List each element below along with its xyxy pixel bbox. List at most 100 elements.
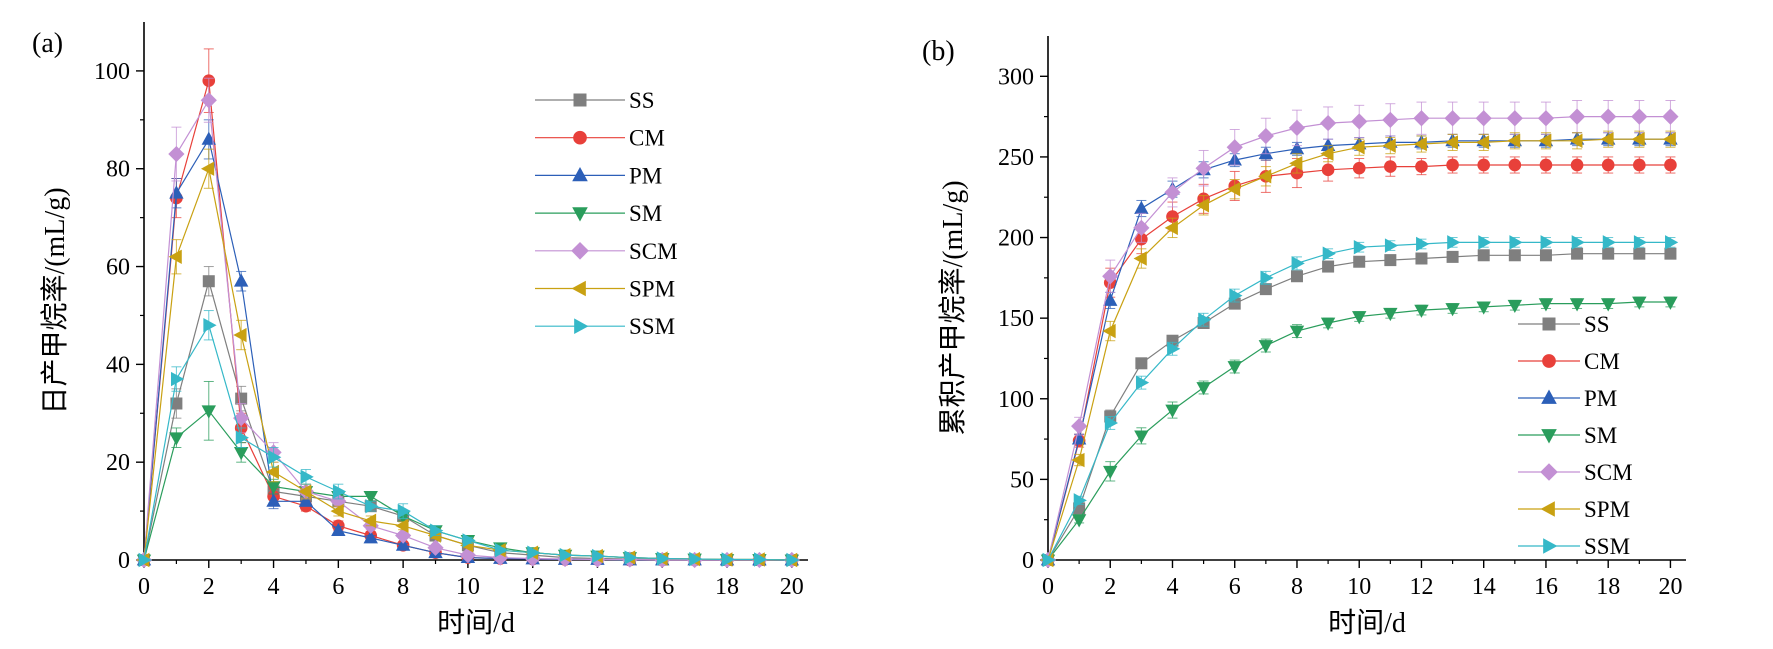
data-point [203, 318, 217, 333]
data-point [1319, 114, 1337, 132]
data-point [300, 469, 314, 485]
legend-item: SPM [535, 277, 675, 302]
data-point [1198, 312, 1212, 327]
data-point [138, 552, 152, 568]
data-point [1227, 361, 1242, 375]
data-point [1665, 235, 1679, 250]
data-point [1103, 465, 1118, 480]
legend-item: SS [1518, 312, 1610, 337]
x-tick-label: 12 [521, 574, 545, 600]
data-point [1571, 235, 1585, 250]
data-point [1509, 235, 1523, 250]
data-point [1322, 246, 1336, 261]
data-point [1446, 250, 1459, 263]
data-point [168, 145, 185, 163]
x-tick-label: 14 [585, 574, 609, 600]
data-point [1135, 375, 1150, 390]
y-tick-label: 60 [106, 255, 130, 281]
data-point [170, 371, 185, 387]
data-point [1353, 255, 1366, 268]
data-point [1135, 357, 1148, 370]
data-point [1322, 260, 1335, 273]
legend-marker [1540, 501, 1555, 517]
data-point [1258, 340, 1274, 354]
legend-item: SCM [1518, 460, 1633, 485]
y-tick-label: 300 [998, 64, 1034, 90]
data-point [1444, 110, 1461, 127]
data-point [1475, 135, 1490, 150]
data-point [298, 493, 314, 507]
data-point [1167, 341, 1181, 356]
data-point [1664, 247, 1677, 260]
data-point [1477, 249, 1490, 262]
x-tick-label: 20 [780, 574, 804, 600]
data-point [1071, 452, 1085, 468]
data-point [1476, 301, 1491, 315]
x-axis-label: 时间/d [1328, 607, 1406, 639]
legend-label: CM [629, 126, 665, 151]
data-point [1289, 325, 1305, 339]
panel-label: (a) [32, 28, 63, 59]
data-point [363, 491, 378, 505]
legend-label: CM [1584, 349, 1620, 374]
data-point [1133, 251, 1147, 266]
data-point [1165, 404, 1180, 418]
legend-marker [572, 166, 588, 182]
data-point [1289, 141, 1305, 155]
data-point [235, 392, 248, 405]
data-point [202, 275, 215, 288]
data-point [395, 518, 409, 533]
data-point [169, 432, 184, 446]
data-point [1506, 110, 1523, 127]
legend: SS CM PM SM SCM SPM SSM [1518, 312, 1633, 559]
data-point [1475, 110, 1492, 127]
data-point [1073, 493, 1087, 508]
legend-item: CM [535, 126, 665, 151]
data-point [266, 481, 281, 495]
data-point [1570, 158, 1584, 172]
data-point [1569, 298, 1585, 312]
data-point [1382, 138, 1396, 153]
data-point [1600, 131, 1614, 147]
data-point [656, 551, 671, 566]
data-point [1477, 158, 1491, 172]
data-point [1195, 198, 1210, 213]
data-point [1071, 418, 1088, 435]
x-tick-label: 20 [1658, 574, 1682, 600]
y-tick-label: 250 [998, 145, 1034, 171]
data-point [1291, 256, 1305, 271]
data-point [1166, 210, 1179, 223]
y-tick-label: 150 [998, 306, 1034, 332]
data-point [1102, 323, 1116, 339]
x-axis-label: 时间/d [437, 607, 515, 639]
data-point [268, 450, 282, 465]
y-tick-label: 100 [998, 387, 1034, 413]
legend-marker [1541, 429, 1557, 444]
data-point [1662, 131, 1676, 147]
data-point [1508, 249, 1521, 262]
data-point [1071, 514, 1087, 528]
data-point [1413, 110, 1430, 127]
data-point [1351, 113, 1368, 130]
data-point [1413, 136, 1427, 152]
legend-label: SSM [629, 314, 675, 339]
legend-item: SSM [1518, 534, 1630, 559]
data-point [1633, 235, 1648, 250]
data-point [1601, 158, 1615, 172]
data-point [494, 543, 509, 558]
data-point [1633, 158, 1646, 172]
legend-marker [573, 93, 587, 107]
legend: SS CM PM SM SCM SPM SSM [535, 88, 678, 339]
data-point [1384, 238, 1399, 253]
y-tick-label: 0 [1022, 548, 1034, 574]
data-point [1664, 158, 1677, 172]
y-axis-label: 累积产甲烷率/(mL/g) [937, 180, 969, 435]
data-point [1164, 184, 1181, 201]
data-point [1320, 317, 1336, 331]
data-point [1633, 247, 1646, 260]
data-point [1195, 160, 1212, 177]
legend-label: SS [1584, 312, 1610, 337]
x-tick-label: 2 [1104, 574, 1116, 600]
data-point [1102, 268, 1119, 285]
data-point [200, 161, 215, 176]
